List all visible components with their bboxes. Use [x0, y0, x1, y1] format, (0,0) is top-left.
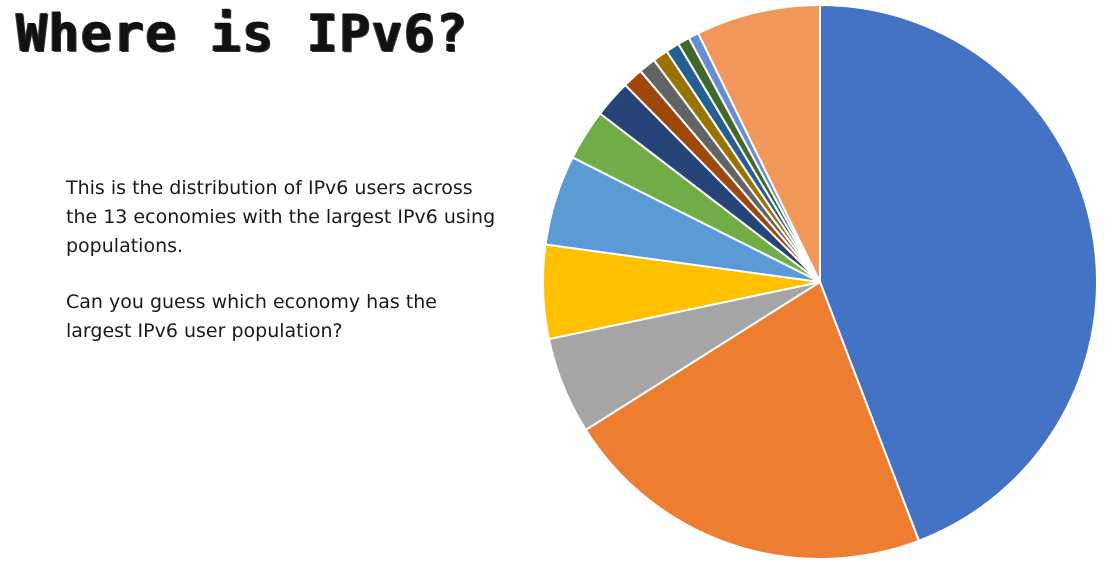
question-paragraph: Can you guess which economy has the larg… [66, 291, 437, 342]
pie-slice-14 [697, 4, 821, 283]
pie-chart [542, 4, 1098, 560]
pie-slice-1 [819, 4, 1098, 542]
pie-slice-2 [584, 281, 920, 560]
slide-title: Where is IPv6? [16, 4, 469, 64]
description-paragraph: This is the distribution of IPv6 users a… [66, 177, 496, 257]
pie-slices [542, 4, 1098, 560]
